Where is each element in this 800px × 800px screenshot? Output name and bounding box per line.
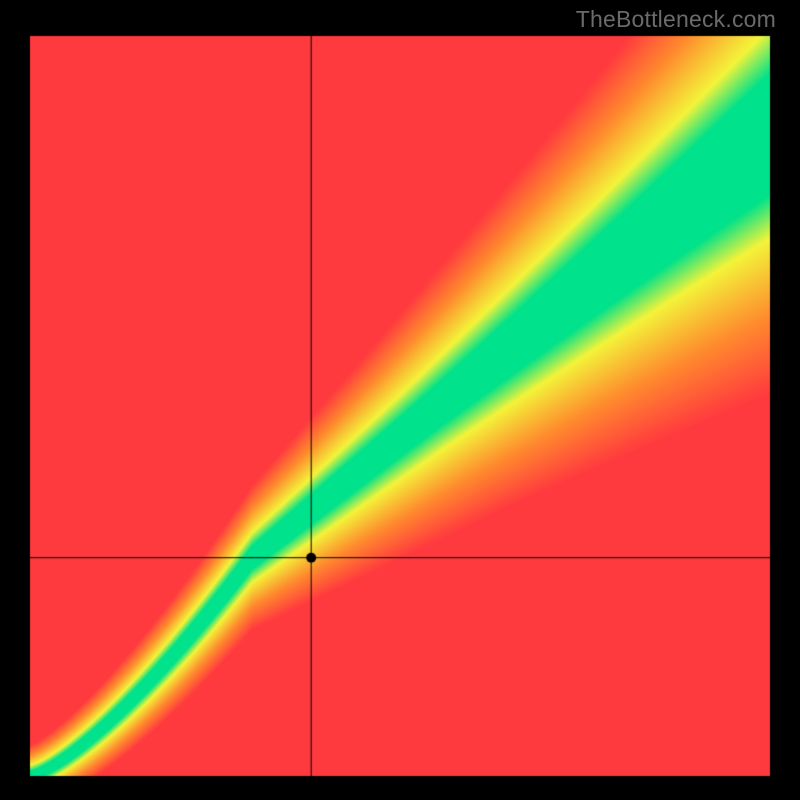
chart-container: TheBottleneck.com — [0, 0, 800, 800]
heatmap-canvas — [0, 0, 800, 800]
watermark-text: TheBottleneck.com — [576, 6, 776, 33]
